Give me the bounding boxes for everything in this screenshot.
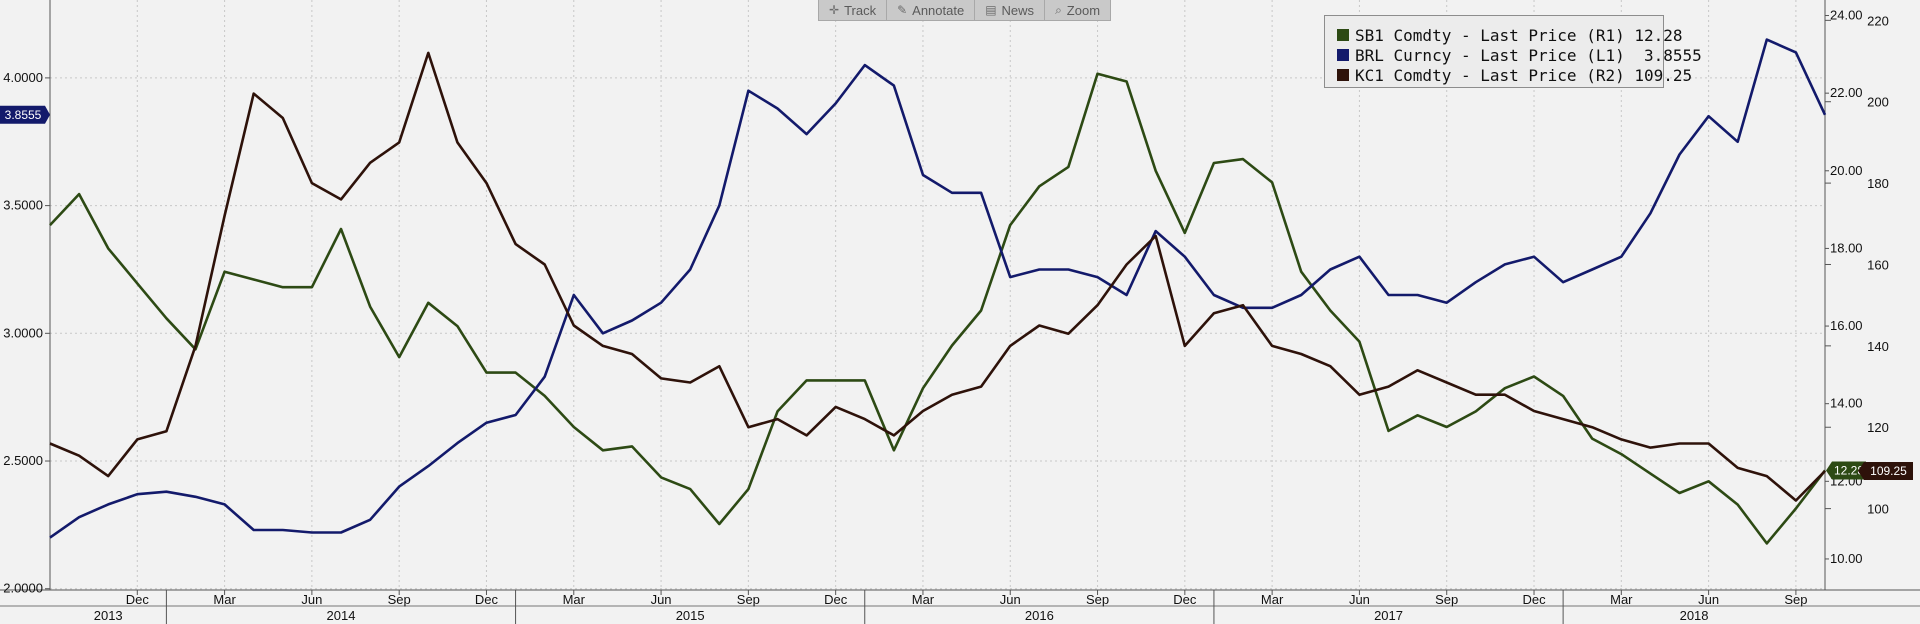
legend-text-sb1: SB1 Comdty - Last Price (R1) 12.28 (1355, 25, 1683, 45)
legend-swatch-kc1 (1337, 69, 1349, 81)
magnifier-icon: ⌕ (1055, 2, 1062, 17)
end-tag-shape (1826, 461, 1866, 480)
legend-item-sb1: SB1 Comdty - Last Price (R1) 12.28 (1337, 25, 1683, 45)
r2-tick-label: 160 (1867, 257, 1889, 272)
legend-text-brl: BRL Curncy - Last Price (L1) 3.8555 (1355, 45, 1702, 65)
chart-legend[interactable]: SB1 Comdty - Last Price (R1) 12.28 BRL C… (1324, 15, 1702, 88)
series-line-l1 (49, 38, 1827, 539)
zoom-label: Zoom (1066, 2, 1101, 18)
x-tick-label: Dec (126, 592, 150, 607)
x-tick-label: Mar (563, 592, 586, 607)
zoom-button[interactable]: ⌕ Zoom (1045, 0, 1110, 20)
news-label: News (1001, 2, 1035, 18)
r1-tick-label: 24.00 (1830, 8, 1863, 23)
legend-swatch-brl (1337, 49, 1349, 61)
left-tick-label: 3.0000 (3, 325, 43, 340)
year-label: 2017 (1374, 608, 1403, 623)
x-tick-label: Mar (213, 592, 236, 607)
x-tick-label: Sep (388, 592, 411, 607)
x-tick-label: Mar (1610, 592, 1633, 607)
x-tick-label: Dec (475, 592, 499, 607)
series-line-r2 (49, 51, 1826, 502)
x-tick-label: Sep (1435, 592, 1458, 607)
end-tag-shape (0, 105, 50, 124)
x-tick-label: Sep (1086, 592, 1109, 607)
r1-tick-label: 18.00 (1830, 240, 1863, 255)
end-tag-label: 3.8555 (5, 108, 42, 122)
x-tick-label: Sep (737, 592, 760, 607)
x-tick-label: Jun (651, 592, 672, 607)
crosshair-icon: ✛ (829, 3, 840, 17)
x-tick-label: Jun (1698, 592, 1719, 607)
annotate-button[interactable]: ✎ Annotate (887, 0, 976, 20)
r1-tick-label: 22.00 (1830, 85, 1863, 100)
x-tick-label: Dec (1173, 592, 1197, 607)
year-label: 2018 (1680, 608, 1709, 623)
news-icon: ▤ (985, 3, 997, 17)
left-tick-label: 2.0000 (3, 581, 43, 596)
x-tick-label: Jun (1349, 592, 1370, 607)
year-label: 2013 (94, 608, 123, 623)
end-tag-shape (1858, 461, 1913, 480)
x-tick-label: Dec (1522, 592, 1546, 607)
legend-item-kc1: KC1 Comdty - Last Price (R2) 109.25 (1337, 65, 1692, 85)
pencil-icon: ✎ (897, 3, 908, 17)
end-tag-r2: 109.25 (1858, 461, 1913, 480)
r2-tick-label: 120 (1867, 420, 1889, 435)
x-tick-label: Jun (301, 592, 322, 607)
left-tick-label: 2.5000 (3, 453, 43, 468)
x-tick-label: Mar (912, 592, 935, 607)
left-tick-label: 3.5000 (3, 198, 43, 213)
track-button[interactable]: ✛ Track (819, 0, 888, 20)
r1-tick-label: 14.00 (1830, 396, 1863, 411)
r1-tick-label: 16.00 (1830, 318, 1863, 333)
year-label: 2015 (676, 608, 705, 623)
end-value-tags: 12.28 3.8555 109.25 (0, 105, 1913, 480)
end-tag-label: 109.25 (1870, 464, 1907, 478)
chart-toolbar: ✛ Track ✎ Annotate ▤ News ⌕ Zoom (818, 0, 1112, 21)
series-lines (49, 38, 1827, 545)
plot-area (50, 0, 1825, 590)
r1-tick-label: 20.00 (1830, 163, 1863, 178)
r2-tick-label: 220 (1867, 13, 1889, 28)
r2-tick-label: 180 (1867, 176, 1889, 191)
end-tag-label: 12.28 (1834, 463, 1864, 477)
end-tag-l1: 3.8555 (0, 105, 50, 124)
r1-tick-label: 10.00 (1830, 551, 1863, 566)
r2-tick-label: 100 (1867, 502, 1889, 517)
legend-swatch-sb1 (1337, 29, 1349, 41)
end-tag-r1: 12.28 (1826, 461, 1866, 480)
r2-tick-label: 200 (1867, 95, 1889, 110)
grid-lines (50, 0, 1825, 590)
year-label: 2016 (1025, 608, 1054, 623)
legend-text-kc1: KC1 Comdty - Last Price (R2) 109.25 (1355, 65, 1693, 85)
year-label: 2014 (327, 608, 356, 623)
legend-item-brl: BRL Curncy - Last Price (L1) 3.8555 (1337, 45, 1702, 65)
series-line-r1 (49, 72, 1827, 545)
news-button[interactable]: ▤ News (975, 0, 1046, 20)
x-tick-label: Dec (824, 592, 848, 607)
track-label: Track (844, 2, 877, 18)
r2-tick-label: 140 (1867, 339, 1889, 354)
x-tick-label: Jun (1000, 592, 1021, 607)
left-tick-label: 4.0000 (3, 70, 43, 85)
annotate-label: Annotate (912, 2, 965, 18)
x-tick-label: Sep (1784, 592, 1807, 607)
x-tick-label: Mar (1261, 592, 1284, 607)
